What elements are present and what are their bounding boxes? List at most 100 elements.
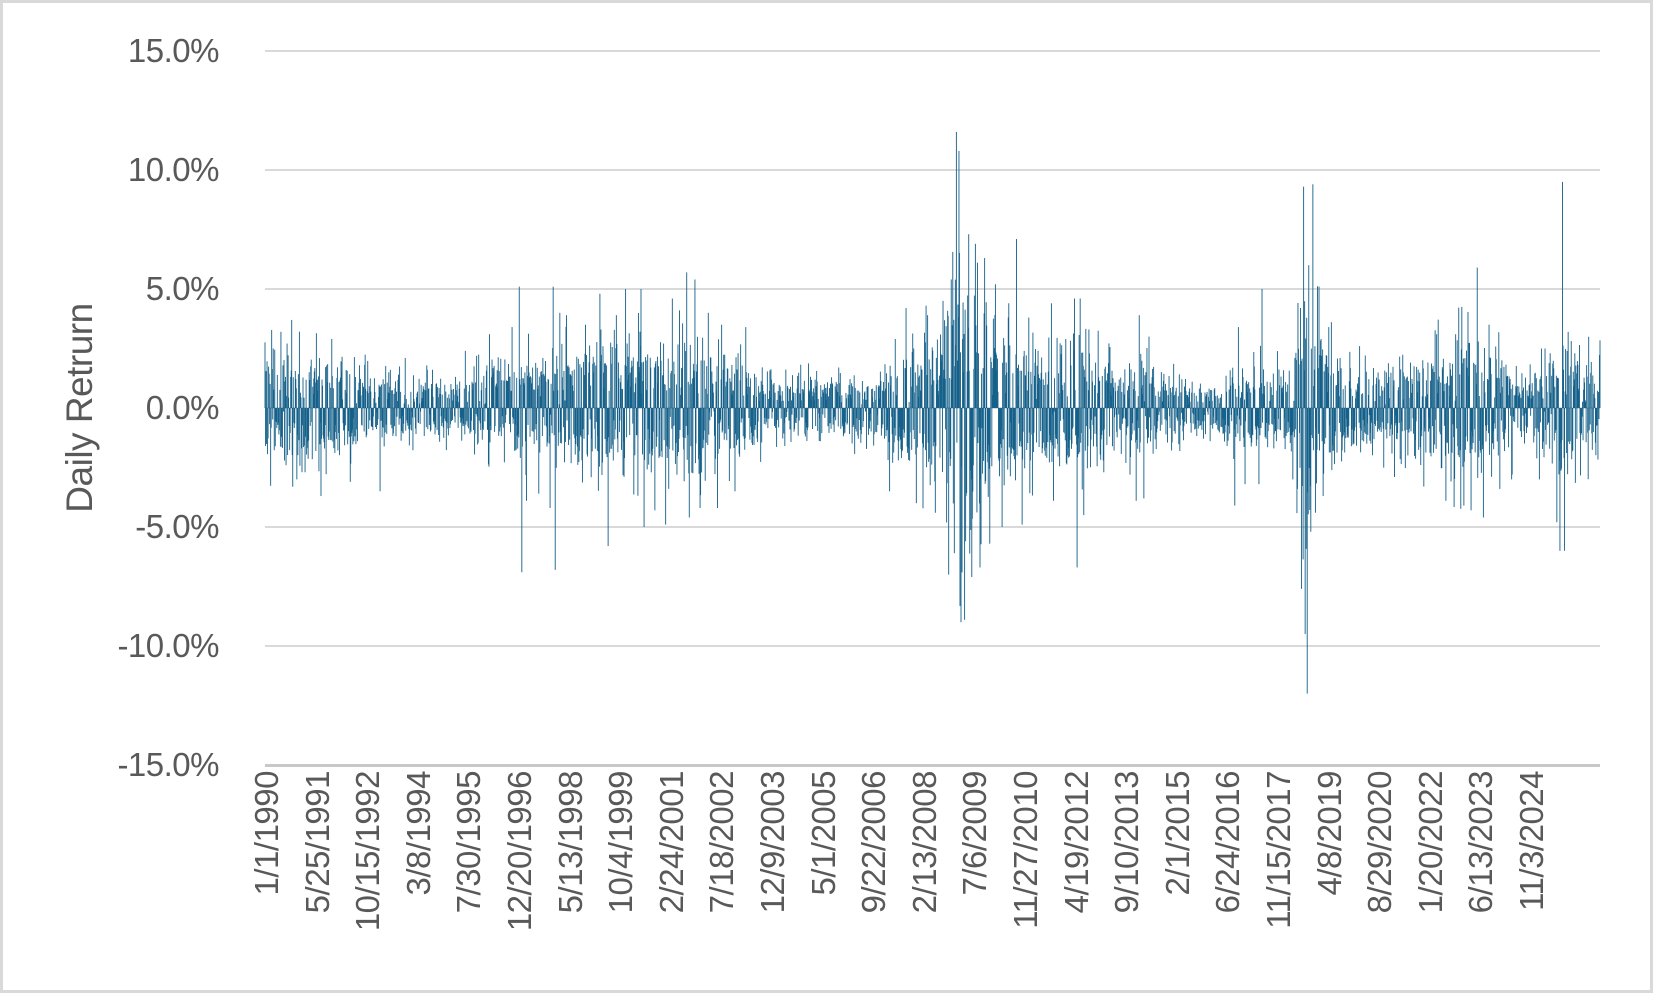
bar: [1296, 408, 1298, 514]
bar: [1565, 394, 1567, 408]
bar: [618, 378, 620, 408]
bar: [480, 390, 482, 408]
bar: [621, 388, 623, 408]
bar: [1515, 386, 1517, 408]
bar: [511, 327, 513, 408]
bar: [593, 362, 595, 408]
bar: [275, 408, 277, 422]
bar: [1459, 408, 1461, 451]
bar: [1322, 349, 1324, 408]
bar: [1402, 372, 1404, 408]
bar: [1113, 408, 1115, 451]
bar: [437, 397, 439, 408]
bar: [661, 408, 662, 452]
bar: [955, 131, 957, 409]
bar: [598, 408, 600, 467]
bar: [667, 408, 669, 448]
bar: [370, 391, 372, 408]
bar: [739, 380, 741, 408]
bar: [659, 408, 660, 421]
bar: [287, 408, 289, 456]
bar: [1491, 408, 1493, 477]
bar: [1341, 408, 1343, 451]
bar: [586, 408, 588, 455]
bar: [881, 408, 883, 429]
bar: [741, 365, 743, 408]
bar: [719, 408, 721, 423]
bar: [1242, 377, 1244, 408]
bar: [436, 408, 438, 430]
bar: [1386, 382, 1388, 408]
bar: [1495, 346, 1497, 408]
bar: [1124, 408, 1126, 419]
bar: [1353, 408, 1355, 444]
bar: [1234, 408, 1236, 506]
bar: [1354, 408, 1356, 428]
bar: [688, 408, 690, 518]
bar: [982, 368, 984, 408]
bar: [602, 408, 603, 463]
bar: [290, 370, 292, 408]
bar: [646, 390, 648, 408]
bar: [1360, 408, 1362, 431]
bar: [1048, 337, 1050, 408]
bar: [1301, 408, 1303, 589]
bar: [642, 380, 644, 408]
bar: [468, 384, 470, 408]
bar: [1032, 408, 1034, 453]
bar: [458, 402, 460, 408]
bar: [662, 375, 664, 408]
bar: [701, 408, 703, 473]
bar: [319, 408, 321, 445]
bar: [1276, 390, 1278, 408]
bar: [810, 376, 811, 408]
bar: [807, 363, 809, 408]
bar: [737, 353, 739, 408]
bar: [1120, 377, 1122, 408]
bar: [1516, 386, 1518, 408]
bar: [1462, 358, 1464, 408]
bar: [466, 408, 468, 422]
bar: [950, 408, 952, 459]
bar: [574, 408, 576, 439]
bar: [782, 400, 784, 408]
bar: [519, 379, 521, 408]
bar: [560, 408, 562, 432]
bar: [859, 408, 861, 430]
bar: [1524, 408, 1526, 414]
bar: [853, 408, 855, 425]
bar: [1384, 370, 1386, 408]
bar: [789, 408, 791, 430]
bar: [715, 381, 717, 408]
bar: [1300, 308, 1301, 408]
bar: [1547, 408, 1549, 424]
bar: [1407, 408, 1409, 456]
bar: [1244, 408, 1246, 485]
bar: [1417, 392, 1419, 408]
bar: [1473, 363, 1475, 408]
bar: [1357, 386, 1359, 408]
bar: [501, 408, 503, 417]
bar: [1504, 408, 1505, 452]
bar: [767, 398, 769, 408]
bar: [1538, 408, 1540, 480]
bar: [940, 353, 942, 408]
bar: [1249, 388, 1251, 408]
bar: [1407, 381, 1409, 408]
bar: [528, 333, 529, 408]
bar: [282, 408, 283, 448]
bar: [1174, 408, 1176, 434]
bar: [325, 367, 327, 408]
bar: [472, 389, 473, 408]
bar: [668, 408, 670, 450]
bar: [943, 377, 944, 408]
bar: [510, 390, 512, 408]
bar: [1230, 385, 1232, 408]
bar: [1465, 350, 1467, 408]
bar: [425, 408, 427, 428]
bar: [1348, 408, 1350, 427]
bar: [329, 408, 331, 440]
bar: [1460, 408, 1462, 509]
bar: [1247, 384, 1249, 408]
bar: [997, 391, 999, 408]
